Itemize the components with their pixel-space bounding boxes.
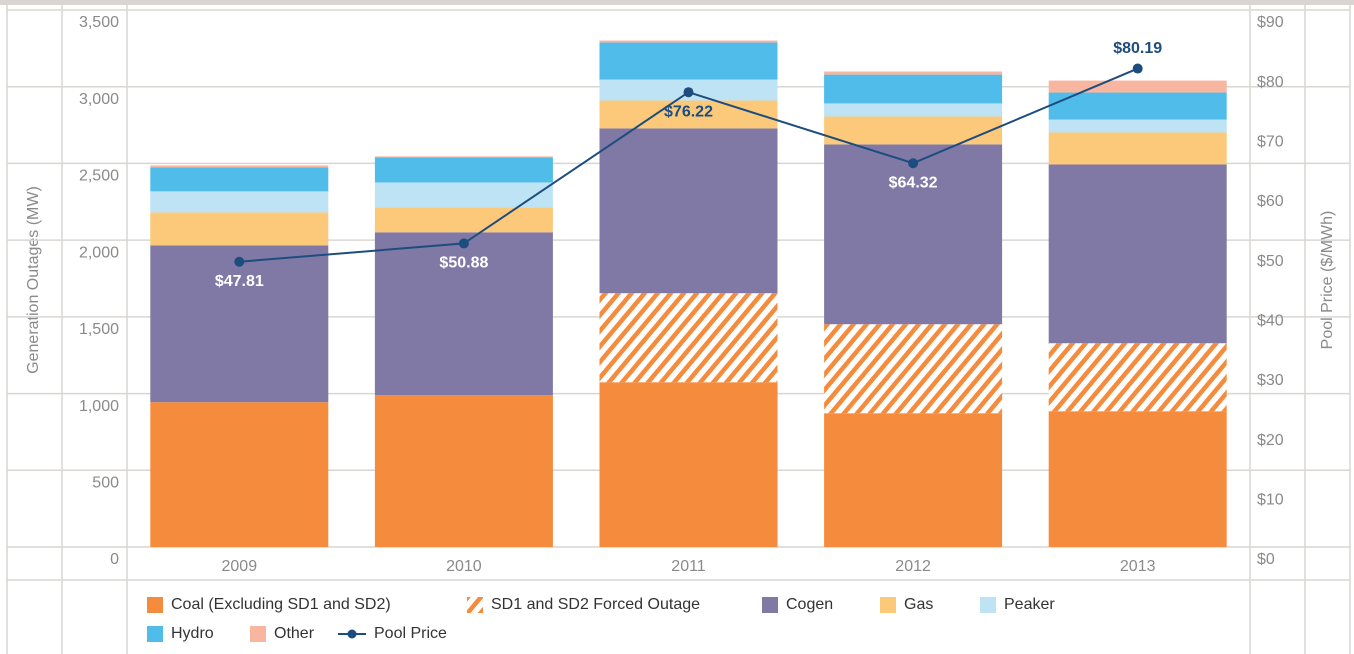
- bar-segment: [599, 128, 778, 294]
- y2-tick-label: $0: [1257, 551, 1275, 568]
- bar-segment: [374, 156, 553, 158]
- y2-tick-label: $90: [1257, 14, 1284, 31]
- legend-swatch: [250, 626, 266, 642]
- bar-segment: [1048, 92, 1227, 120]
- legend-label: Other: [274, 625, 315, 642]
- bar-segment: [824, 144, 1003, 325]
- bar-segment: [1048, 80, 1227, 93]
- legend-label: Hydro: [171, 625, 214, 642]
- x-tick-label: 2010: [446, 558, 482, 575]
- bar-segment: [599, 382, 778, 547]
- y2-tick-label: $20: [1257, 432, 1284, 449]
- bar-segment: [824, 413, 1003, 547]
- y2-tick-label: $60: [1257, 193, 1284, 210]
- legend-swatch: [762, 597, 778, 613]
- bar-segment: [374, 232, 553, 396]
- bar-segment: [150, 402, 329, 547]
- price-point: [234, 256, 245, 267]
- price-point: [458, 238, 469, 249]
- y2-tick-label: $70: [1257, 134, 1284, 151]
- y2-tick-label: $40: [1257, 313, 1284, 330]
- bar-segment: [824, 74, 1003, 104]
- bar-segment: [374, 207, 553, 233]
- bar-segment: [150, 212, 329, 246]
- y2-tick-label: $50: [1257, 253, 1284, 270]
- legend-label: Cogen: [786, 596, 833, 613]
- bar-segment: [824, 116, 1003, 145]
- legend-label: Gas: [904, 596, 933, 613]
- bar-segment: [599, 293, 778, 383]
- x-tick-label: 2013: [1120, 558, 1156, 575]
- x-tick-label: 2012: [895, 558, 931, 575]
- price-label: $80.19: [1113, 40, 1162, 57]
- legend: Coal (Excluding SD1 and SD2) SD1 and SD2 …: [147, 596, 1055, 642]
- bar-segment: [374, 157, 553, 183]
- bar-segment: [150, 245, 329, 403]
- legend-label: SD1 and SD2 Forced Outage: [491, 596, 700, 613]
- bar-segment: [824, 71, 1003, 75]
- legend-label: Peaker: [1004, 596, 1055, 613]
- y-tick-label: 2,000: [79, 244, 119, 261]
- y-tick-label: 0: [110, 551, 119, 568]
- bar-segment: [824, 103, 1003, 117]
- y2-tick-label: $30: [1257, 372, 1284, 389]
- y-axis-title: Generation Outages (MW): [25, 186, 42, 374]
- bar-segment: [599, 42, 778, 80]
- bar-segment: [1048, 119, 1227, 133]
- price-label: $50.88: [439, 255, 488, 272]
- price-point: [683, 87, 694, 98]
- bar-segment: [374, 182, 553, 208]
- price-label: $64.32: [889, 174, 938, 191]
- bar-segment: [1048, 343, 1227, 412]
- bar-segment: [824, 324, 1003, 414]
- bar-segment: [599, 100, 778, 129]
- x-tick-label: 2009: [222, 558, 258, 575]
- bar-segment: [1048, 411, 1227, 547]
- bar-segment: [599, 40, 778, 43]
- legend-label: Pool Price: [374, 625, 447, 642]
- y-tick-label: 3,500: [79, 14, 119, 31]
- bar-segment: [1048, 132, 1227, 165]
- price-label: $47.81: [215, 273, 264, 290]
- y-tick-label: 1,500: [79, 321, 119, 338]
- y-tick-label: 3,000: [79, 91, 119, 108]
- legend-swatch: [980, 597, 996, 613]
- bar-segment: [150, 191, 329, 213]
- legend-swatch: [147, 597, 163, 613]
- y-tick-label: 1,000: [79, 398, 119, 415]
- y2-tick-label: $10: [1257, 492, 1284, 509]
- legend-marker: [347, 629, 357, 639]
- bar-segment: [374, 395, 553, 547]
- legend-swatch: [880, 597, 896, 613]
- x-tick-label: 2011: [671, 558, 706, 575]
- legend-swatch: [467, 597, 483, 613]
- price-point: [1132, 63, 1143, 74]
- legend-label: Coal (Excluding SD1 and SD2): [171, 596, 391, 613]
- bar-segment: [1048, 164, 1227, 344]
- price-point: [908, 158, 919, 169]
- y2-tick-label: $80: [1257, 74, 1284, 91]
- legend-swatch: [147, 626, 163, 642]
- top-band: [0, 0, 1354, 5]
- bar-segment: [150, 165, 329, 168]
- price-label: $76.22: [664, 103, 713, 120]
- y-tick-label: 500: [92, 475, 119, 492]
- y-tick-label: 2,500: [79, 168, 119, 185]
- bar-segment: [150, 167, 329, 192]
- y2-axis-title: Pool Price ($/MWh): [1319, 211, 1336, 350]
